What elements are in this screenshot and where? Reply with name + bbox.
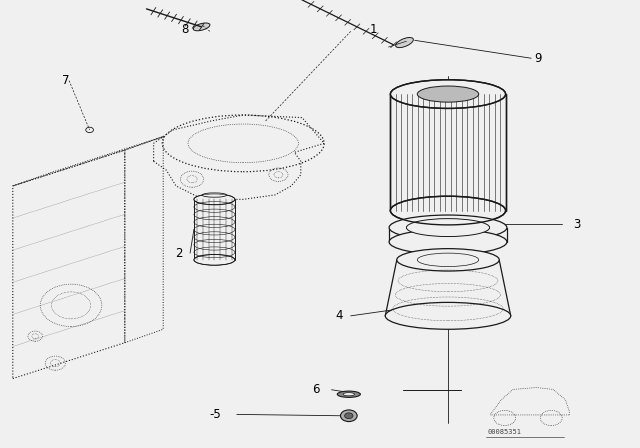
Ellipse shape: [343, 392, 355, 396]
Ellipse shape: [390, 196, 506, 225]
Text: 9: 9: [534, 52, 542, 65]
Ellipse shape: [396, 38, 413, 47]
Ellipse shape: [194, 194, 235, 205]
Ellipse shape: [202, 193, 227, 197]
Ellipse shape: [389, 229, 507, 254]
Text: -5: -5: [209, 408, 221, 421]
Ellipse shape: [390, 80, 506, 108]
Ellipse shape: [389, 215, 507, 240]
Ellipse shape: [406, 219, 490, 237]
Text: 00085351: 00085351: [488, 430, 522, 435]
Text: 3: 3: [573, 217, 580, 231]
Ellipse shape: [193, 23, 210, 31]
Ellipse shape: [397, 249, 499, 271]
Text: 8: 8: [181, 22, 189, 36]
Ellipse shape: [385, 302, 511, 329]
Text: 7: 7: [61, 74, 69, 87]
Text: 4: 4: [335, 309, 342, 323]
Text: 1: 1: [370, 22, 378, 36]
Ellipse shape: [337, 391, 360, 397]
Text: 6: 6: [312, 383, 320, 396]
Ellipse shape: [417, 86, 479, 102]
Circle shape: [340, 410, 357, 422]
Circle shape: [344, 413, 353, 418]
Text: 2: 2: [175, 246, 182, 260]
Ellipse shape: [194, 254, 235, 265]
